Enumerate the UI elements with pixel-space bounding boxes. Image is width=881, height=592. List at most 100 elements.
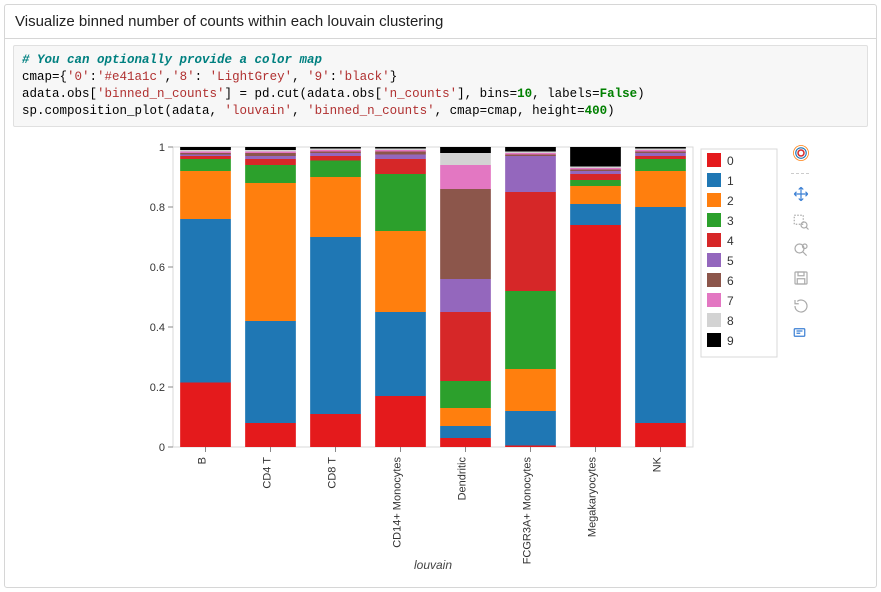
bar-segment[interactable] <box>375 396 426 447</box>
notebook-cell: Visualize binned number of counts within… <box>4 4 877 588</box>
bar-segment[interactable] <box>245 156 296 159</box>
bar-segment[interactable] <box>635 207 686 423</box>
bar-segment[interactable] <box>440 408 491 426</box>
wheel-zoom-icon[interactable] <box>791 240 811 260</box>
bar-segment[interactable] <box>440 147 491 153</box>
legend-swatch[interactable] <box>707 213 721 227</box>
bar-segment[interactable] <box>245 321 296 423</box>
bar-segment[interactable] <box>440 438 491 447</box>
bar-segment[interactable] <box>440 426 491 438</box>
bar-segment[interactable] <box>310 147 361 149</box>
bar-segment[interactable] <box>375 231 426 312</box>
hover-icon[interactable] <box>791 324 811 344</box>
bar-segment[interactable] <box>180 154 231 156</box>
x-tick-label: FCGR3A+ Monocytes <box>522 456 534 564</box>
bar-segment[interactable] <box>180 153 231 155</box>
x-tick-label: CD8 T <box>327 456 339 488</box>
bar-segment[interactable] <box>505 291 556 369</box>
bar-segment[interactable] <box>635 171 686 207</box>
bar-segment[interactable] <box>570 225 621 447</box>
bar-segment[interactable] <box>180 151 231 153</box>
bar-segment[interactable] <box>375 147 426 149</box>
bar-segment[interactable] <box>245 423 296 447</box>
reset-icon[interactable] <box>791 296 811 316</box>
bar-segment[interactable] <box>635 159 686 171</box>
bar-segment[interactable] <box>635 423 686 447</box>
bar-segment[interactable] <box>440 279 491 312</box>
bar-segment[interactable] <box>635 150 686 152</box>
save-icon[interactable] <box>791 268 811 288</box>
bar-segment[interactable] <box>635 151 686 153</box>
bar-segment[interactable] <box>310 153 361 156</box>
bar-segment[interactable] <box>570 169 621 171</box>
bar-segment[interactable] <box>310 177 361 237</box>
bar-segment[interactable] <box>180 159 231 171</box>
legend-swatch[interactable] <box>707 293 721 307</box>
bar-segment[interactable] <box>245 147 296 150</box>
bar-segment[interactable] <box>245 151 296 153</box>
legend-swatch[interactable] <box>707 233 721 247</box>
bar-segment[interactable] <box>180 150 231 152</box>
bar-segment[interactable] <box>245 165 296 183</box>
bar-segment[interactable] <box>635 153 686 156</box>
bar-segment[interactable] <box>180 219 231 383</box>
bar-segment[interactable] <box>375 150 426 152</box>
bar-segment[interactable] <box>245 159 296 165</box>
bar-segment[interactable] <box>245 153 296 156</box>
bar-segment[interactable] <box>570 174 621 180</box>
bar-segment[interactable] <box>570 180 621 186</box>
bar-segment[interactable] <box>505 369 556 411</box>
bar-segment[interactable] <box>440 165 491 189</box>
bar-segment[interactable] <box>570 147 621 167</box>
bar-segment[interactable] <box>310 414 361 447</box>
bar-segment[interactable] <box>180 382 231 447</box>
bar-segment[interactable] <box>310 237 361 414</box>
bar-segment[interactable] <box>375 154 426 159</box>
bar-segment[interactable] <box>505 151 556 153</box>
bar-segment[interactable] <box>440 381 491 408</box>
bar-segment[interactable] <box>505 147 556 152</box>
bar-segment[interactable] <box>505 192 556 291</box>
bar-segment[interactable] <box>635 147 686 149</box>
bokeh-logo-icon[interactable] <box>791 143 811 163</box>
legend-swatch[interactable] <box>707 153 721 167</box>
bar-segment[interactable] <box>375 148 426 150</box>
bar-segment[interactable] <box>375 151 426 154</box>
bar-segment[interactable] <box>570 186 621 204</box>
bar-segment[interactable] <box>180 171 231 219</box>
bar-segment[interactable] <box>245 183 296 321</box>
bar-segment[interactable] <box>570 204 621 225</box>
bar-segment[interactable] <box>440 312 491 381</box>
bar-segment[interactable] <box>570 171 621 174</box>
legend-swatch[interactable] <box>707 173 721 187</box>
bar-segment[interactable] <box>310 148 361 150</box>
bar-segment[interactable] <box>570 168 621 170</box>
bar-segment[interactable] <box>375 312 426 396</box>
bar-segment[interactable] <box>375 159 426 174</box>
bar-segment[interactable] <box>570 166 621 168</box>
bar-segment[interactable] <box>310 150 361 152</box>
bar-segment[interactable] <box>505 156 556 192</box>
bar-segment[interactable] <box>310 151 361 153</box>
bar-segment[interactable] <box>505 154 556 156</box>
legend-swatch[interactable] <box>707 313 721 327</box>
bar-segment[interactable] <box>180 147 231 150</box>
bar-segment[interactable] <box>375 174 426 231</box>
bar-segment[interactable] <box>310 156 361 161</box>
bar-segment[interactable] <box>180 156 231 159</box>
pan-icon[interactable] <box>791 184 811 204</box>
bar-segment[interactable] <box>440 189 491 279</box>
bar-segment[interactable] <box>310 160 361 177</box>
legend-swatch[interactable] <box>707 253 721 267</box>
bar-segment[interactable] <box>635 156 686 159</box>
legend-swatch[interactable] <box>707 193 721 207</box>
bar-segment[interactable] <box>505 445 556 447</box>
bar-segment[interactable] <box>440 153 491 165</box>
bar-segment[interactable] <box>505 153 556 155</box>
bar-segment[interactable] <box>505 411 556 446</box>
bar-segment[interactable] <box>245 150 296 152</box>
legend-swatch[interactable] <box>707 333 721 347</box>
box-zoom-icon[interactable] <box>791 212 811 232</box>
legend-swatch[interactable] <box>707 273 721 287</box>
bar-segment[interactable] <box>635 148 686 150</box>
